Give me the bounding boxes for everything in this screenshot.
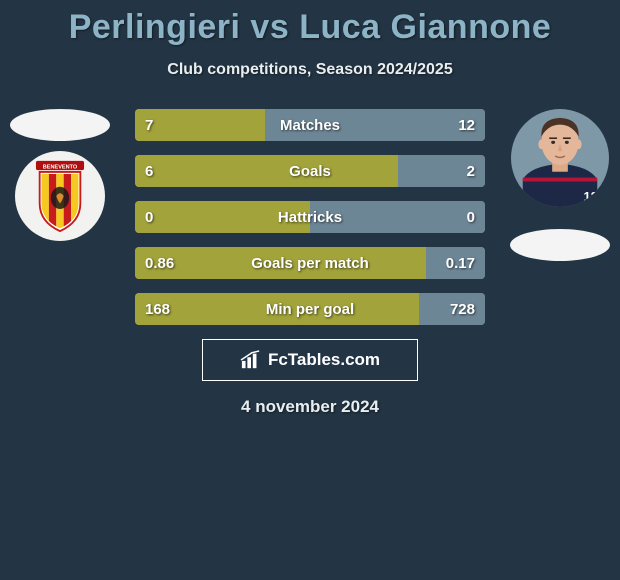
svg-text:12: 12	[584, 189, 598, 204]
svg-text:BENEVENTO: BENEVENTO	[43, 164, 78, 170]
stat-bars: 7 Matches 12 6 Goals 2 0 Hattricks 0 0.8…	[135, 109, 485, 325]
page-title: Perlingieri vs Luca Giannone	[0, 0, 620, 47]
player-left-club-badge: BENEVENTO	[15, 151, 105, 241]
page-subtitle: Club competitions, Season 2024/2025	[0, 61, 620, 79]
stat-value-right: 12	[458, 109, 475, 141]
stat-value-right: 0	[467, 201, 475, 233]
stat-row-goals: 6 Goals 2	[135, 155, 485, 187]
stat-label: Min per goal	[135, 293, 485, 325]
avatar-icon: 12	[511, 109, 609, 207]
player-right-column: 12	[510, 109, 610, 261]
player-left-face-placeholder	[10, 109, 110, 141]
comparison-content: BENEVENTO	[0, 109, 620, 417]
player-left-column: BENEVENTO	[10, 109, 110, 241]
stat-label: Hattricks	[135, 201, 485, 233]
stat-value-right: 0.17	[446, 247, 475, 279]
stat-label: Goals	[135, 155, 485, 187]
stat-row-matches: 7 Matches 12	[135, 109, 485, 141]
bar-chart-icon	[240, 350, 262, 370]
player-right-club-placeholder	[510, 229, 610, 261]
stat-row-min-per-goal: 168 Min per goal 728	[135, 293, 485, 325]
watermark-box: FcTables.com	[202, 339, 418, 381]
player-right-face: 12	[511, 109, 609, 207]
watermark-text: FcTables.com	[268, 350, 380, 370]
stat-row-goals-per-match: 0.86 Goals per match 0.17	[135, 247, 485, 279]
stat-label: Matches	[135, 109, 485, 141]
stat-value-right: 728	[450, 293, 475, 325]
shield-icon: BENEVENTO	[31, 159, 89, 233]
stat-row-hattricks: 0 Hattricks 0	[135, 201, 485, 233]
date-text: 4 november 2024	[0, 397, 620, 417]
stat-value-right: 2	[467, 155, 475, 187]
stat-label: Goals per match	[135, 247, 485, 279]
